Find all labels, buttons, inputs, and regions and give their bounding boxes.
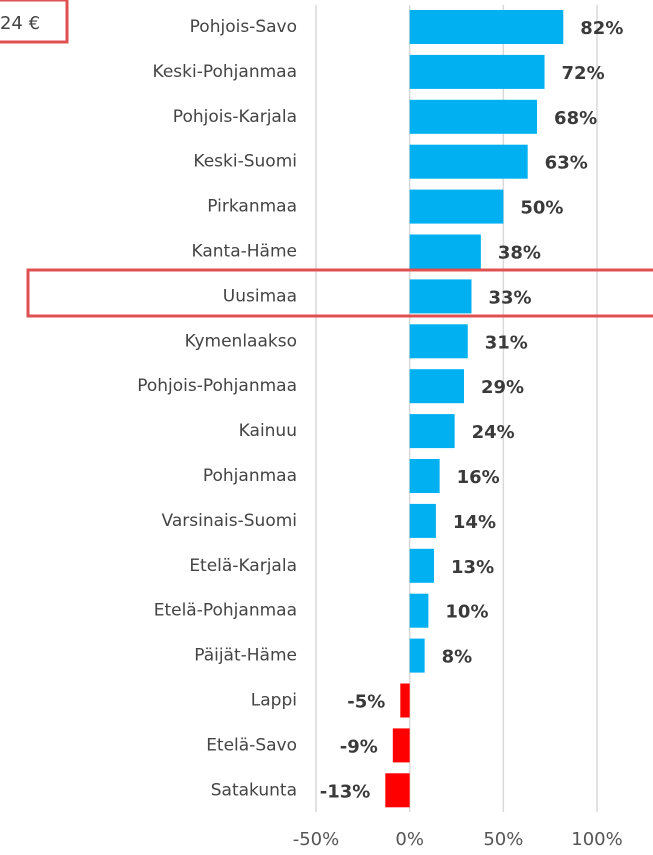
value-label: 14% — [453, 512, 496, 533]
y-tick-label: Satakunta — [211, 780, 297, 800]
bar — [409, 54, 545, 89]
value-label: 13% — [451, 557, 494, 578]
value-label: -13% — [320, 781, 371, 802]
bar — [409, 548, 435, 583]
y-tick-label: Etelä-Pohjanmaa — [154, 601, 297, 621]
bar — [409, 324, 468, 359]
value-label: 63% — [545, 153, 588, 174]
y-tick-label: Pohjois-Savo — [190, 17, 297, 37]
y-tick-label: Uusimaa — [223, 286, 297, 306]
y-tick-label: Kainuu — [239, 421, 297, 441]
x-tick-label: 0% — [395, 829, 424, 850]
y-tick-label: Keski-Pohjanmaa — [153, 62, 297, 82]
bar — [409, 369, 464, 404]
bar — [392, 728, 410, 763]
y-tick-label: Etelä-Savo — [206, 735, 297, 755]
y-tick-label: Päijät-Häme — [194, 646, 297, 666]
y-tick-label: Pirkanmaa — [207, 197, 297, 217]
bar — [385, 773, 410, 808]
bar — [409, 414, 455, 449]
y-tick-label: Etelä-Karjala — [189, 556, 297, 576]
y-tick-label: Lappi — [251, 691, 297, 711]
bar — [409, 459, 440, 493]
bar — [409, 189, 504, 224]
y-tick-label: Pohjanmaa — [203, 466, 297, 486]
value-label: 33% — [488, 287, 531, 308]
value-label: -9% — [340, 736, 378, 757]
x-tick-label: 100% — [571, 829, 622, 850]
y-tick-label: Pohjois-Pohjanmaa — [137, 376, 297, 396]
y-tick-label: Keski-Suomi — [193, 152, 297, 172]
y-tick-label: Kymenlaakso — [185, 331, 297, 351]
bar — [400, 683, 410, 718]
bar — [409, 503, 436, 538]
annotation-box — [0, 0, 69, 44]
value-label: 10% — [445, 602, 488, 623]
value-label: 24% — [472, 422, 515, 443]
value-label: 38% — [498, 243, 541, 264]
y-tick-label: Kanta-Häme — [192, 242, 297, 262]
value-label: 31% — [485, 332, 528, 353]
bar — [409, 144, 528, 179]
value-label: 68% — [554, 108, 597, 129]
bar — [409, 99, 538, 134]
bar — [409, 593, 429, 628]
value-label: 72% — [562, 63, 605, 84]
bar — [409, 234, 481, 269]
y-tick-label: Varsinais-Suomi — [162, 511, 297, 531]
bar — [409, 279, 472, 314]
y-tick-label: Pohjois-Karjala — [173, 107, 297, 127]
value-label: 8% — [442, 647, 473, 668]
value-label: 50% — [520, 198, 563, 219]
bar — [409, 10, 564, 44]
x-tick-label: -50% — [293, 829, 340, 850]
x-tick-label: 50% — [483, 829, 523, 850]
bar — [409, 638, 425, 673]
value-label: 29% — [481, 377, 524, 398]
annotation: 24 € — [0, 13, 40, 34]
value-label: 16% — [457, 467, 500, 488]
value-label: 82% — [580, 18, 623, 39]
highlight-box — [26, 268, 653, 318]
value-label: -5% — [347, 692, 385, 713]
